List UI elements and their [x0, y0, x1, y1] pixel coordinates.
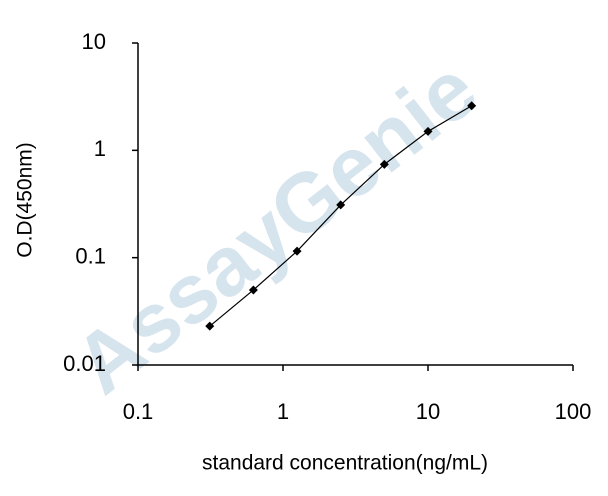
data-point	[423, 126, 433, 136]
data-point	[248, 285, 258, 295]
y-tick-label: 0.1	[75, 243, 106, 268]
data-point	[292, 246, 302, 256]
y-tick-label: 1	[94, 136, 106, 161]
watermark-text: AssayGenie	[57, 41, 494, 411]
data-point	[379, 159, 389, 169]
x-axis-label: standard concentration(ng/mL)	[202, 452, 488, 475]
y-axis-label: O.D(450nm)	[14, 142, 37, 258]
data-point	[336, 200, 346, 210]
y-tick-label: 10	[82, 29, 106, 54]
x-tick-label: 0.1	[123, 399, 154, 424]
watermark: AssayGenie	[57, 41, 494, 411]
x-tick-label: 10	[416, 399, 440, 424]
data-point	[205, 321, 215, 331]
y-tick-label: 0.01	[63, 351, 106, 376]
data-point	[467, 101, 477, 111]
x-tick-label: 100	[555, 399, 592, 424]
x-tick-label: 1	[277, 399, 289, 424]
